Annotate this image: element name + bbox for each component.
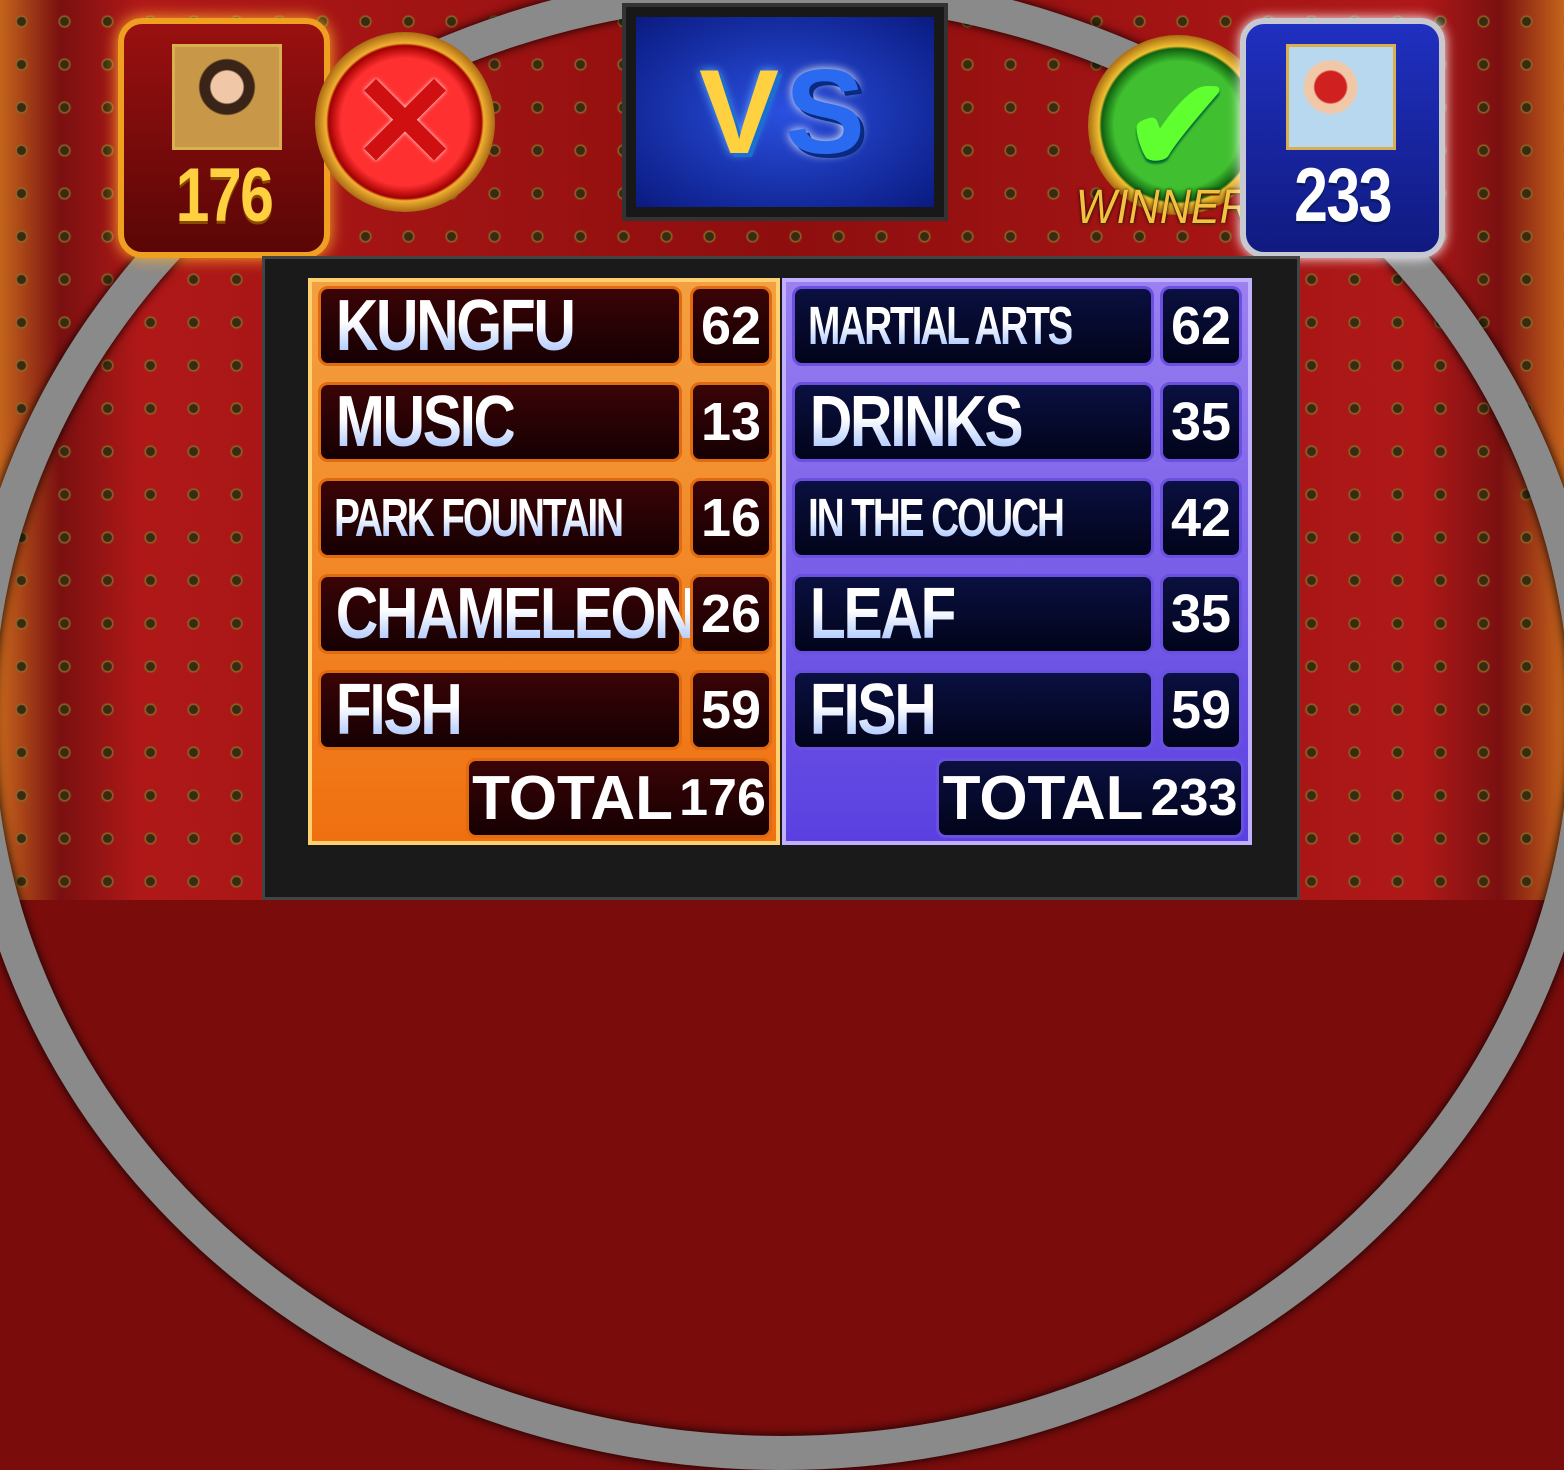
answer-row: CHAMELEON: [318, 574, 697, 654]
answer-row: PARK FOUNTAIN: [318, 478, 682, 558]
left-player-panel: 176: [118, 18, 330, 258]
right-player-avatar: [1286, 44, 1396, 150]
green-check-icon: ✔: [1088, 35, 1268, 215]
right-player-score: 233: [1294, 153, 1392, 238]
answer-text: FISH: [321, 669, 463, 751]
answer-points: 13: [690, 382, 772, 462]
answer-points: 42: [1160, 478, 1242, 558]
answer-points: 59: [1160, 670, 1242, 750]
answer-row: KUNGFU: [318, 286, 682, 366]
answer-points: 26: [690, 574, 772, 654]
total-value: 233: [1150, 769, 1238, 827]
answer-row: MARTIAL ARTS: [792, 286, 1154, 366]
answer-text: LEAF: [795, 573, 957, 655]
answer-text: PARK FOUNTAIN: [321, 487, 624, 549]
answer-points: 62: [690, 286, 772, 366]
right-player-panel: 233: [1240, 18, 1445, 258]
left-player-score: 176: [175, 153, 274, 238]
answer-text: FISH: [795, 669, 937, 751]
answer-row: FISH: [318, 670, 682, 750]
left-player-avatar: [172, 44, 282, 150]
answer-points: 16: [690, 478, 772, 558]
left-answers-column: KUNGFU 62 MUSIC 13 PARK FOUNTAIN 16 CHAMELEON 2…: [308, 278, 780, 845]
answer-text: KUNGFU: [321, 285, 576, 367]
answer-points: 35: [1160, 382, 1242, 462]
winner-label: WINNER: [1075, 181, 1251, 234]
red-x-icon: ✕: [315, 32, 495, 212]
total-row: TOTAL 176: [466, 758, 772, 838]
answer-points: 62: [1160, 286, 1242, 366]
answer-points: 35: [1160, 574, 1242, 654]
total-label: TOTAL: [942, 763, 1144, 833]
answer-row: DRINKS: [792, 382, 1154, 462]
total-label: TOTAL: [472, 763, 673, 833]
right-answers-column: MARTIAL ARTS 62 DRINKS 35 IN THE COUCH 42 LEAF…: [782, 278, 1252, 845]
answer-text: MARTIAL ARTS: [795, 295, 1074, 357]
answer-text: MUSIC: [321, 381, 516, 463]
answer-row: IN THE COUCH: [792, 478, 1154, 558]
answer-text: CHAMELEON: [321, 573, 697, 655]
answer-text: DRINKS: [795, 381, 1024, 463]
answer-text: IN THE COUCH: [795, 487, 1065, 549]
vs-letter-s: S: [785, 45, 872, 179]
answer-row: MUSIC: [318, 382, 682, 462]
answer-points: 59: [690, 670, 772, 750]
answer-row: LEAF: [792, 574, 1154, 654]
answer-row: FISH: [792, 670, 1154, 750]
total-value: 176: [679, 769, 766, 827]
total-row: TOTAL 233: [936, 758, 1244, 838]
vs-letter-v: V: [698, 45, 785, 179]
